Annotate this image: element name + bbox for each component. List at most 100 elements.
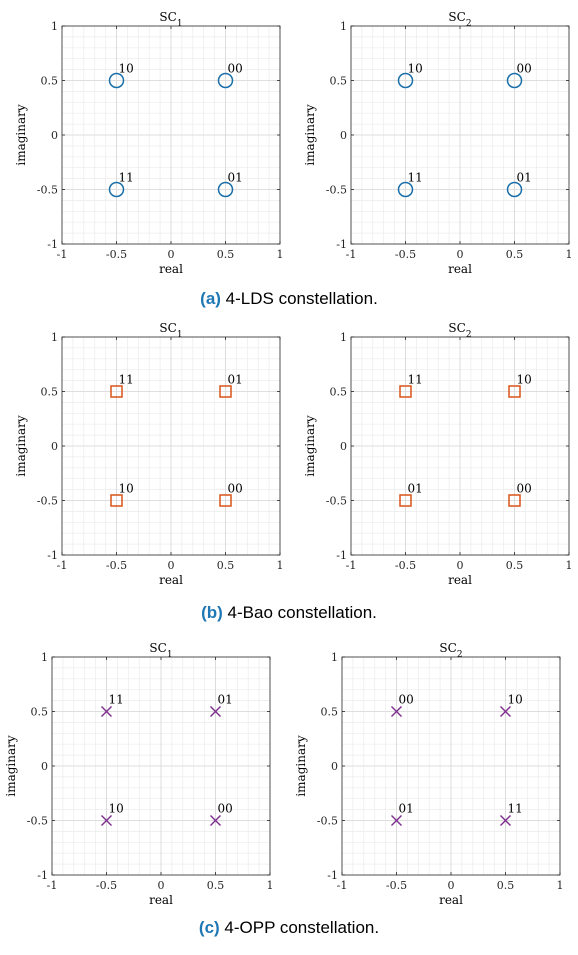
panel-title-subscript: 2 [457,650,463,660]
data-point-label: 01 [399,802,414,816]
caption-b-tag: (b) [201,603,223,622]
data-point-x-stroke [101,815,112,826]
data-point-circle [108,181,125,198]
x-tick-label: -0.5 [395,559,416,572]
data-point-label: 01 [517,171,532,185]
data-point-label: 10 [517,373,532,387]
data-point-square [219,494,232,507]
x-tick-label: -0.5 [395,248,416,261]
panel-title-main: SC [159,321,176,335]
data-point-label: 10 [408,62,423,76]
plot-panel: -1-1-0.5-0.5000.50.511SC2realimaginary00… [294,641,564,907]
data-point-label: 01 [218,693,233,707]
x-tick-label: 0.5 [506,559,524,572]
x-tick-label: -1 [337,879,348,892]
data-point-circle [506,181,523,198]
data-point-x [210,706,221,717]
y-tick-label: 0 [51,129,58,142]
panel-title-subscript: 1 [177,330,183,340]
data-point-label: 11 [408,171,423,185]
data-point-x-stroke [210,706,221,717]
y-tick-label: -1 [336,238,347,251]
y-axis-label: imaginary [4,735,18,797]
y-tick-label: -0.5 [326,184,347,197]
x-tick-label: 1 [566,559,573,572]
panel-title: SC1 [149,641,172,660]
panel-title-main: SC [448,321,465,335]
data-point-circle [217,72,234,89]
data-point-square [399,494,412,507]
plot-panel: -1-1-0.5-0.5000.50.511SC1realimaginary11… [14,321,284,587]
x-tick-label: -0.5 [96,879,117,892]
data-point-x [500,815,511,826]
caption-b: (b) 4-Bao constellation. [0,603,578,623]
y-tick-label: 0 [340,129,347,142]
x-tick-label: -1 [47,879,58,892]
data-point-label: 00 [228,62,243,76]
y-axis-label: imaginary [14,415,28,477]
data-point-circle [506,72,523,89]
y-tick-label: 0.5 [321,706,339,719]
x-tick-label: 0.5 [217,248,235,261]
y-tick-label: -1 [37,869,48,882]
panel-title: SC1 [159,321,182,340]
x-tick-label: -1 [57,559,68,572]
y-tick-label: -1 [327,869,338,882]
y-tick-label: 1 [340,20,347,33]
caption-b-text: 4-Bao constellation. [222,603,377,622]
x-tick-label: -0.5 [386,879,407,892]
data-point-x [391,815,402,826]
y-tick-label: -0.5 [37,495,58,508]
panel-title: SC2 [448,321,471,340]
x-axis-label: real [439,893,463,907]
panel-title: SC2 [439,641,462,660]
data-point-label: 00 [517,62,532,76]
y-tick-label: 0.5 [41,75,59,88]
x-tick-label: 1 [557,879,564,892]
caption-c: (c) 4-OPP constellation. [0,918,578,938]
x-tick-label: 0 [158,879,165,892]
y-tick-label: 1 [51,20,58,33]
data-point-square [219,385,232,398]
y-tick-label: 0 [340,440,347,453]
plot-panel: -1-1-0.5-0.5000.50.511SC1realimaginary10… [14,10,284,276]
y-tick-label: 0.5 [31,706,49,719]
panel-title-main: SC [149,641,166,655]
data-point-square [110,494,123,507]
data-point-label: 10 [119,482,134,496]
x-tick-label: 0.5 [207,879,225,892]
x-tick-label: 1 [277,559,284,572]
data-point-label: 00 [218,802,233,816]
panel-title-subscript: 1 [167,650,173,660]
data-point-label: 11 [408,373,423,387]
plot-panel: -1-1-0.5-0.5000.50.511SC2realimaginary11… [303,321,573,587]
data-point-x-stroke [500,815,511,826]
data-point-square [399,385,412,398]
x-axis-label: real [448,573,472,587]
x-tick-label: -1 [346,559,357,572]
y-axis-label: imaginary [14,104,28,166]
data-point-label: 11 [119,373,134,387]
y-tick-label: 0.5 [41,386,59,399]
data-point-x-stroke [391,706,402,717]
y-axis-label: imaginary [303,415,317,477]
y-tick-label: -1 [47,238,58,251]
panel-title-subscript: 2 [466,330,472,340]
y-tick-label: -0.5 [27,815,48,828]
data-point-label: 11 [109,693,124,707]
y-tick-label: 1 [41,651,48,664]
data-point-square [110,385,123,398]
y-axis-label: imaginary [294,735,308,797]
data-point-circle [397,72,414,89]
panel-title-main: SC [159,10,176,24]
y-tick-label: 1 [331,651,338,664]
panel-title: SC1 [159,10,182,29]
data-point-square [508,494,521,507]
data-point-label: 00 [399,693,414,707]
data-point-x-stroke [500,706,511,717]
data-point-x [391,706,402,717]
x-tick-label: -0.5 [106,559,127,572]
y-tick-label: -1 [336,549,347,562]
x-tick-label: 0 [168,248,175,261]
